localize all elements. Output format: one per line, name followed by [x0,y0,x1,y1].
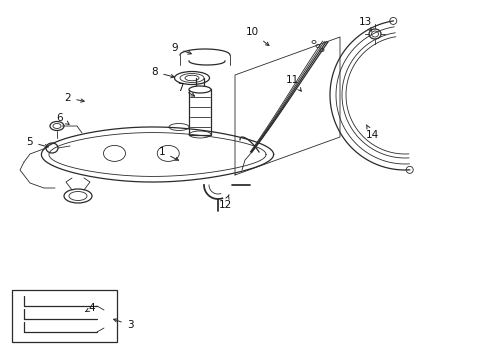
Ellipse shape [389,17,396,24]
Text: 12: 12 [218,195,231,210]
Text: 6: 6 [57,113,69,125]
Text: 7: 7 [176,83,194,96]
Ellipse shape [69,192,87,201]
Ellipse shape [371,31,378,37]
Ellipse shape [64,189,92,203]
Text: 14: 14 [365,125,378,140]
Text: 4: 4 [85,303,95,313]
Ellipse shape [46,143,58,153]
Text: 10: 10 [245,27,268,46]
Bar [12,290,117,342]
Ellipse shape [184,75,199,81]
Ellipse shape [174,72,209,85]
Ellipse shape [406,166,412,174]
Ellipse shape [50,121,64,130]
Text: 2: 2 [64,93,84,103]
Ellipse shape [169,123,189,130]
Ellipse shape [189,86,210,93]
Text: 8: 8 [151,67,174,78]
Text: 9: 9 [171,43,191,54]
Ellipse shape [180,73,203,82]
Text: 13: 13 [358,17,371,31]
Ellipse shape [368,29,380,39]
Bar [189,90,210,135]
Text: 5: 5 [27,137,48,148]
Text: 1: 1 [159,147,178,160]
Text: 11: 11 [285,75,301,91]
Ellipse shape [53,123,61,129]
Text: 3: 3 [113,319,133,330]
